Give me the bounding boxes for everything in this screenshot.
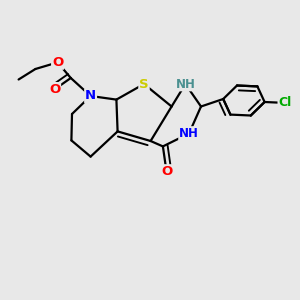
- Text: N: N: [85, 89, 96, 103]
- Text: NH: NH: [176, 77, 195, 91]
- Text: Cl: Cl: [278, 96, 292, 110]
- Text: O: O: [52, 56, 63, 69]
- Text: O: O: [161, 165, 172, 178]
- Text: O: O: [49, 83, 60, 96]
- Text: S: S: [139, 77, 149, 91]
- Text: NH: NH: [179, 127, 199, 140]
